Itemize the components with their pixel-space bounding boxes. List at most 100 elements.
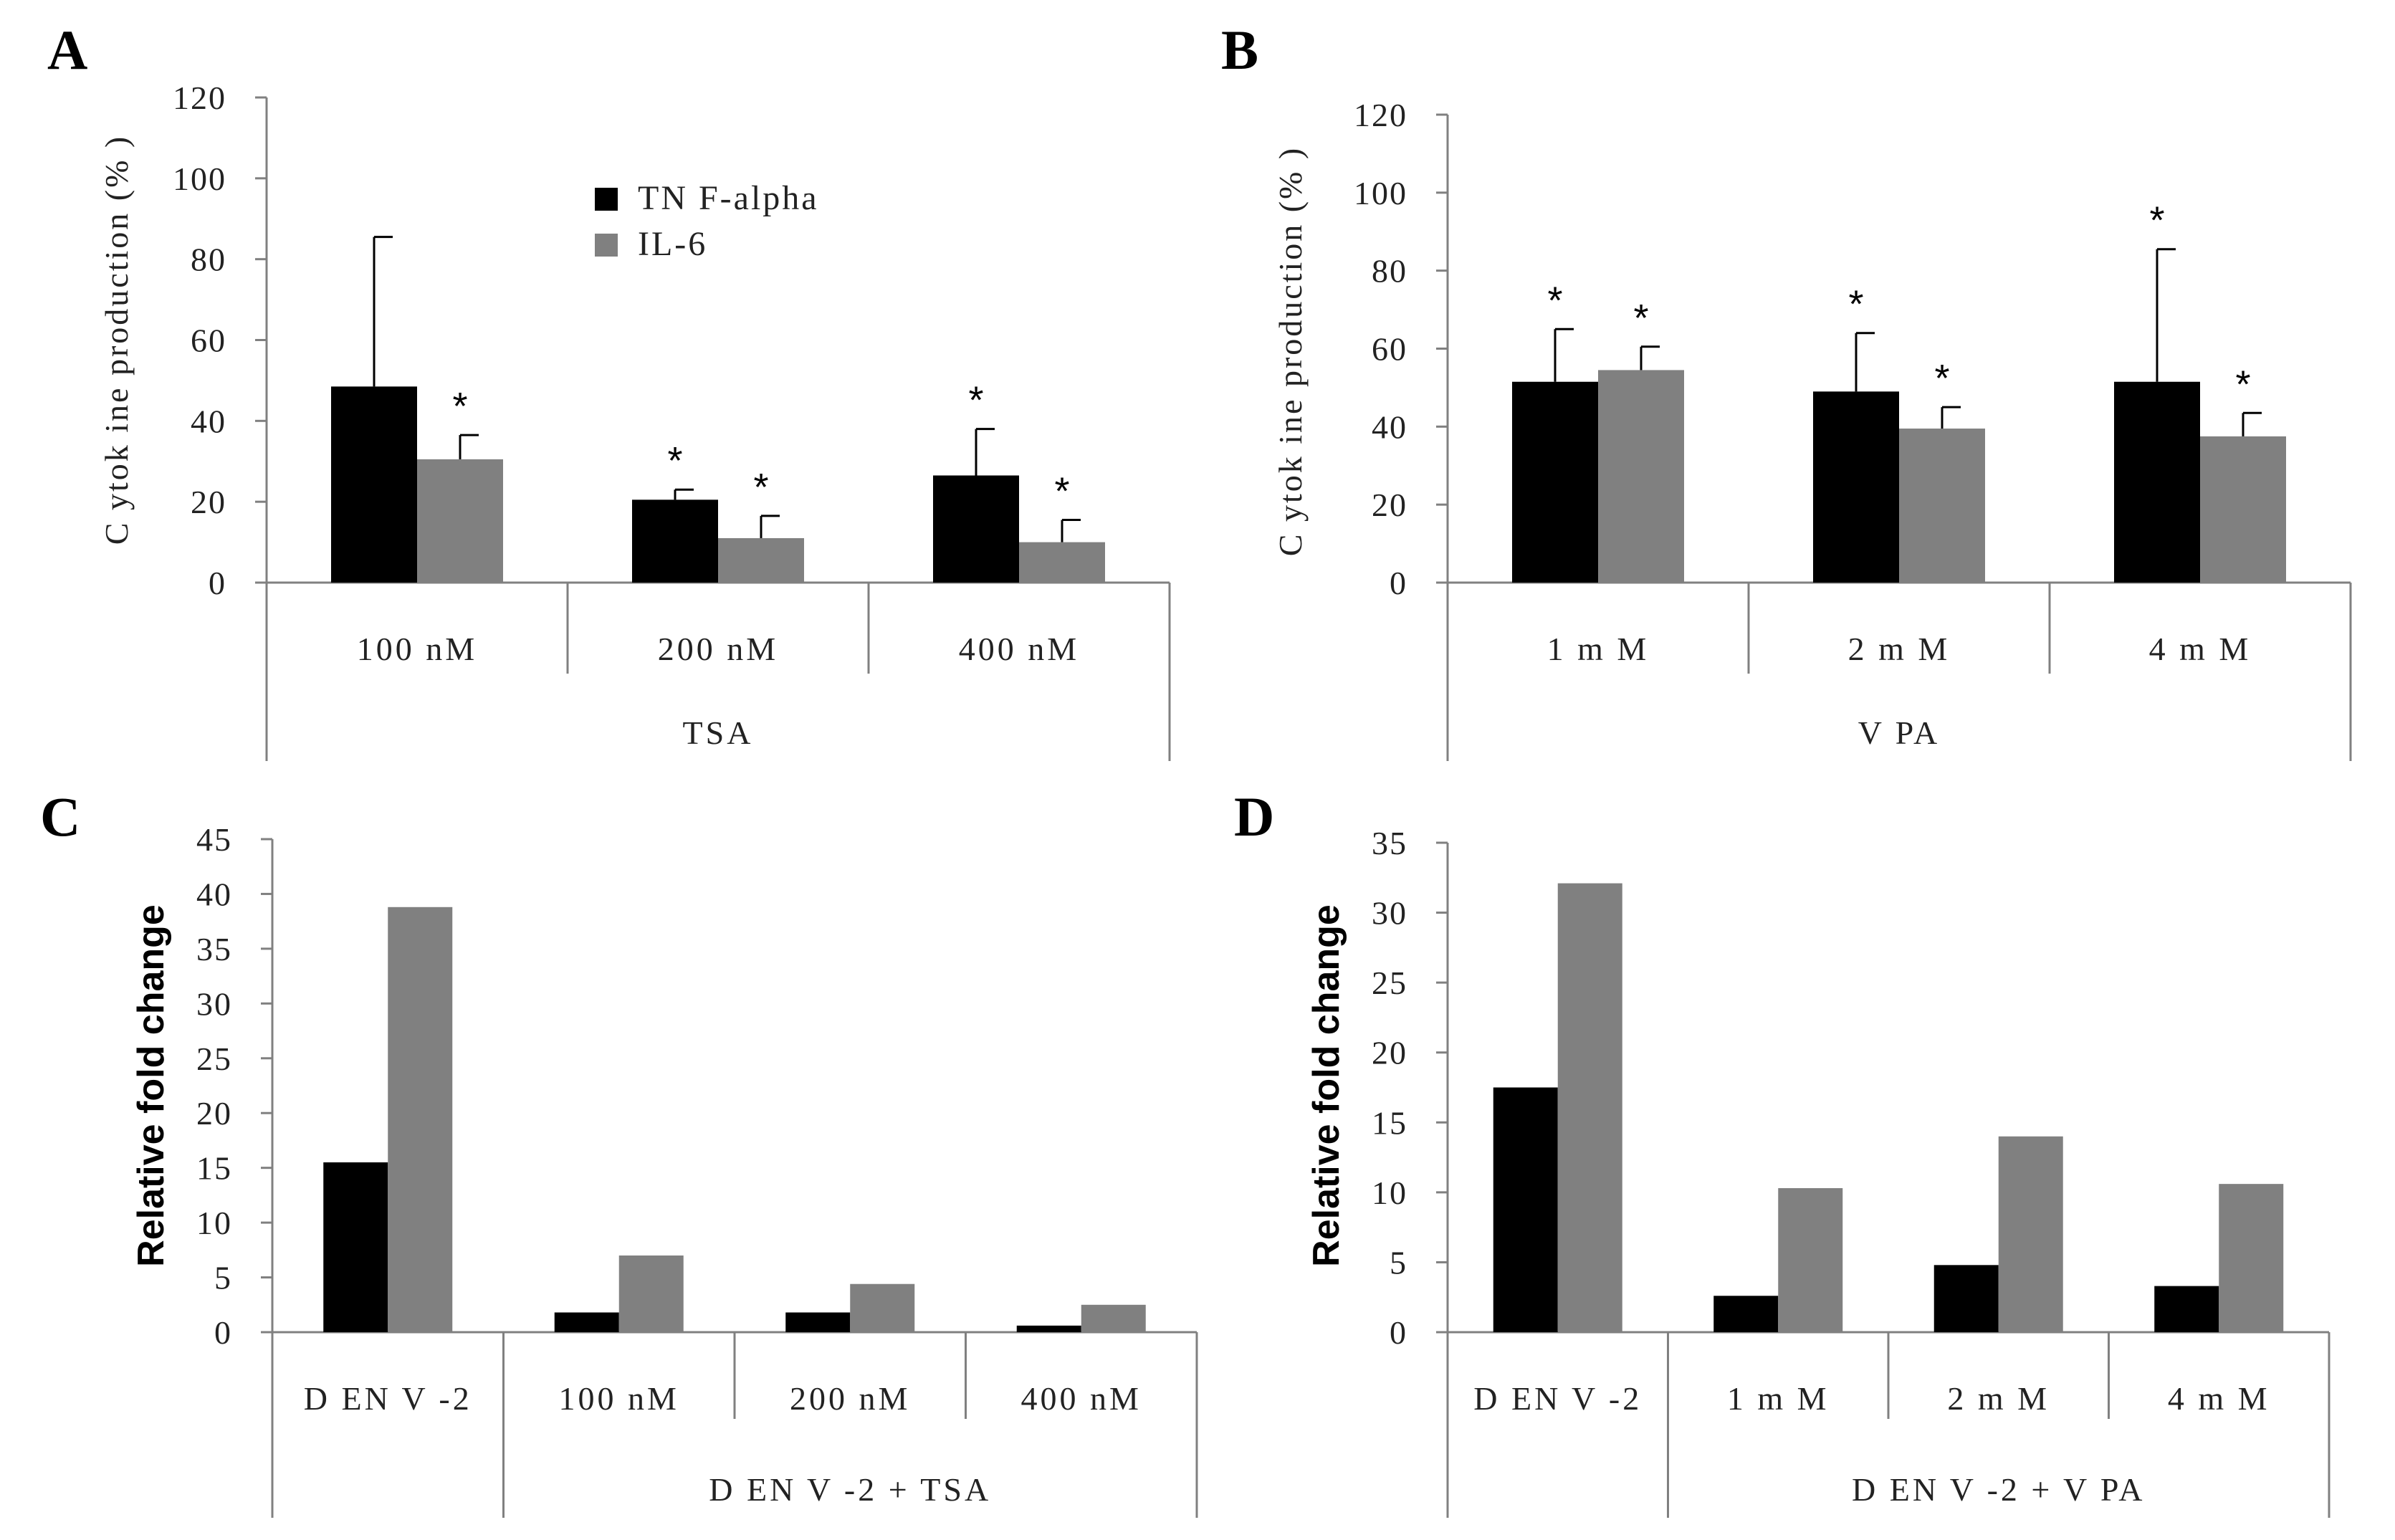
panel-b-significance-mark: * [2149,199,2164,242]
panel-a-y-tick-label: 100 [173,161,226,197]
panel-c-category-label: 100 nM [559,1380,679,1417]
panel-c-y-label: Relative fold change [130,904,172,1267]
panel-d-bar-il6 [2219,1184,2284,1332]
panel-a-y-label: C ytok ine production (% ) [98,135,135,545]
panel-b-y-tick-label: 80 [1372,253,1407,290]
panel-b-y-label: C ytok ine production (% ) [1272,146,1309,556]
panel-a-significance-mark: * [753,466,768,509]
panel-b-bar-il6 [2200,436,2286,583]
panel-a-chart: 0 20 40 60 80 100 120 TSA 100 nM 200 nM 400 nM * * * *… [98,80,1171,761]
panel-b-bar-tnf [1813,391,1899,583]
panel-d-chart: 0 5 10 15 20 25 30 35 D EN V -2 + V PA D EN V -2 1… [1306,825,2331,1518]
panel-b-bar-tnf [1512,381,1598,583]
panel-a-significance-mark: * [968,379,983,422]
panel-d-bar-tnf [1933,1265,1999,1332]
panel-b-category-label: 4 m M [2149,631,2252,667]
panel-d-category-label: 4 m M [2168,1380,2270,1417]
panel-d-category-label: D EN V -2 [1473,1380,1642,1417]
panel-d-bar-il6 [1998,1136,2063,1332]
panel-b-significance-mark: * [1848,283,1863,326]
panel-d-group-label: D EN V -2 + V PA [1852,1471,2146,1508]
panel-a-y-tick-label: 20 [191,484,226,520]
panel-d-y-label: Relative fold change [1306,904,1347,1267]
panel-c-bar-tnf [323,1162,388,1332]
panel-a-category-label: 400 nM [959,631,1079,667]
legend-swatch-tnf [595,188,618,211]
panel-c-y-tick-label: 35 [196,931,232,967]
panel-c-y-tick-label: 45 [196,821,232,858]
panel-a-group-label: TSA [683,714,754,751]
panel-b-y-tick-label: 0 [1390,565,1407,601]
panel-d-y-tick-label: 15 [1372,1104,1407,1141]
panel-d-y-tick-label: 0 [1390,1314,1407,1351]
panel-d-bar-tnf [1493,1087,1558,1332]
panel-b-category-label: 1 m M [1547,631,1650,667]
panel-c-y-tick-label: 40 [196,876,232,912]
panel-d-bar-il6 [1778,1188,1843,1332]
panel-c-y-tick-label: 30 [196,985,232,1022]
panel-c-category-label: 400 nM [1021,1380,1142,1417]
panel-c-bar-il6 [1081,1304,1146,1332]
panel-a-y-tick-label: 0 [209,565,226,601]
panel-b-y-tick-label: 120 [1354,97,1407,133]
panel-d-bar-tnf [2154,1286,2219,1332]
panel-d-y-tick-label: 30 [1372,895,1407,932]
panel-b-bar-il6 [1598,370,1684,583]
panel-c-category-label: 200 nM [790,1380,910,1417]
panel-a-bar-tnf [632,499,718,583]
panel-a-y-tick-label: 40 [191,403,226,439]
panel-letter-b: B [1221,19,1258,81]
panel-c-y-tick-label: 5 [214,1260,232,1296]
panel-c-chart: 0 5 10 15 20 25 30 35 40 45 D EN V -2 + TSA D EN V … [130,821,1198,1518]
panel-b-significance-mark: * [1934,357,1949,400]
panel-a-bar-il6 [1019,542,1105,583]
panel-d-y-tick-label: 35 [1372,825,1407,861]
panel-d-category-label: 1 m M [1727,1380,1830,1417]
panel-c-bar-il6 [618,1255,684,1332]
panel-c-y-tick-label: 20 [196,1095,232,1132]
panel-c-category-label: D EN V -2 [304,1380,472,1417]
panel-a-significance-mark: * [667,439,682,482]
panel-b-chart: 0 20 40 60 80 100 120 V PA 1 m M 2 m M 4 m M * * * * * *… [1272,97,2352,761]
panel-a-bar-tnf [933,475,1019,583]
panel-d-bar-il6 [1557,883,1622,1332]
panel-a-significance-mark: * [1054,470,1069,513]
panel-b-y-tick-label: 20 [1372,487,1407,523]
panel-a-y-tick-label: 60 [191,322,226,359]
panel-d-category-label: 2 m M [1947,1380,2050,1417]
panel-b-y-tick-label: 40 [1372,408,1407,445]
panel-a-significance-mark: * [452,385,467,428]
legend-label-tnf: TN F-alpha [638,179,819,217]
panel-c-y-tick-label: 25 [196,1041,232,1077]
panel-c-group-label: D EN V -2 + TSA [709,1471,991,1508]
legend: TN F-alpha IL-6 [595,179,819,263]
panel-b-significance-mark: * [2235,363,2250,406]
panel-d-y-tick-label: 5 [1390,1244,1407,1281]
panel-d-y-tick-label: 25 [1372,965,1407,1001]
panel-b-bar-il6 [1899,429,1985,583]
panel-c-bar-tnf [1016,1325,1081,1332]
panel-a-category-label: 200 nM [658,631,778,667]
panel-b-category-label: 2 m M [1848,631,1951,667]
panel-c-bar-tnf [785,1312,851,1332]
panel-a-bar-il6 [718,537,804,583]
panel-a-bar-tnf [331,386,417,583]
panel-b-group-label: V PA [1858,714,1940,751]
panel-a-y-tick-label: 80 [191,241,226,278]
panel-d-y-tick-label: 10 [1372,1175,1407,1211]
panel-c-y-tick-label: 0 [214,1314,232,1351]
panel-c-y-tick-label: 10 [196,1205,232,1241]
panel-letter-c: C [40,785,80,848]
panel-c-y-tick-label: 15 [196,1150,232,1187]
panel-c-bar-il6 [388,907,453,1332]
panel-a-bar-il6 [417,459,503,583]
panel-d-y-tick-label: 20 [1372,1035,1407,1071]
panel-b-y-tick-label: 100 [1354,175,1407,211]
panel-b-significance-mark: * [1633,297,1648,340]
panel-c-bar-il6 [850,1283,915,1332]
panel-a-category-label: 100 nM [357,631,477,667]
panel-a-y-tick-label: 120 [173,80,226,116]
panel-letter-a: A [47,19,87,81]
panel-d-bar-tnf [1713,1296,1779,1332]
panel-c-bar-tnf [554,1312,619,1332]
